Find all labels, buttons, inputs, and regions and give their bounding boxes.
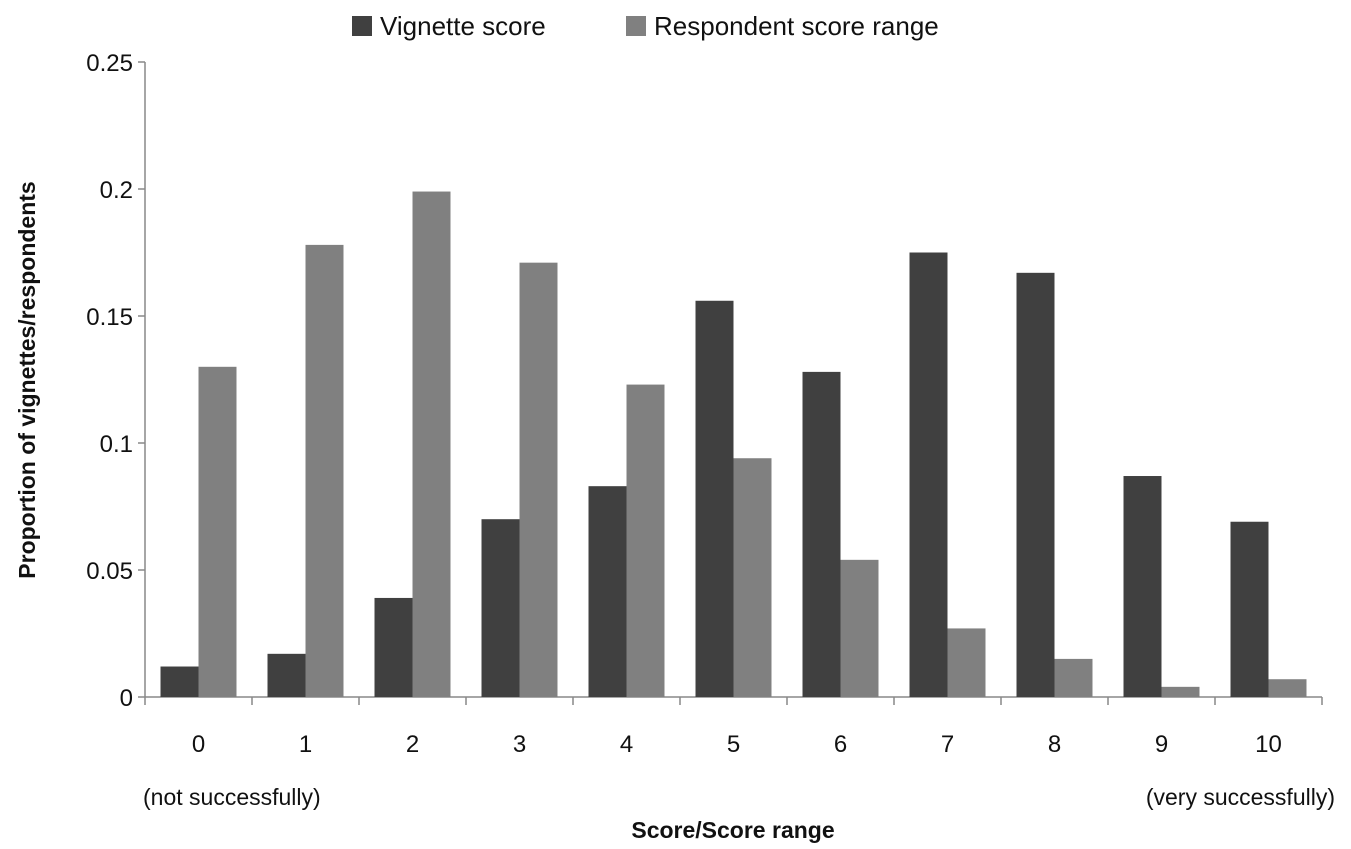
x-axis-ticks: 0 1 2 3 4 5 6 7 8 9 10 bbox=[144, 697, 1323, 758]
x-tick-label: 2 bbox=[406, 731, 419, 758]
bar-respondent-score-range-3 bbox=[519, 262, 558, 697]
bar-vignette-score-2 bbox=[374, 597, 413, 697]
bar-respondent-score-range-0 bbox=[198, 366, 237, 697]
x-tick-label: 6 bbox=[834, 731, 847, 758]
bar-respondent-score-range-1 bbox=[305, 244, 344, 697]
bar-vignette-score-5 bbox=[695, 300, 734, 697]
bar-vignette-score-9 bbox=[1123, 476, 1162, 697]
bar-respondent-score-range-9 bbox=[1161, 686, 1200, 697]
x-axis-title: Score/Score range bbox=[631, 817, 834, 843]
bar-respondent-score-range-5 bbox=[733, 458, 772, 697]
annotation-very-successfully: (very successfully) bbox=[1146, 784, 1335, 810]
bar-respondent-score-range-6 bbox=[840, 559, 879, 697]
y-tick-label: 0.1 bbox=[100, 431, 133, 458]
x-tick-label: 10 bbox=[1255, 731, 1282, 758]
bar-vignette-score-7 bbox=[909, 252, 948, 697]
bar-vignette-score-0 bbox=[160, 666, 199, 697]
x-tick-label: 9 bbox=[1155, 731, 1168, 758]
y-axis-title: Proportion of vignettes/respondents bbox=[14, 181, 40, 578]
y-axis-ticks: 0 0.05 0.1 0.15 0.2 0.25 bbox=[86, 50, 145, 712]
y-tick-label: 0 bbox=[120, 685, 133, 712]
x-tick-label: 1 bbox=[299, 731, 312, 758]
x-tick-label: 0 bbox=[192, 731, 205, 758]
bar-respondent-score-range-2 bbox=[412, 191, 451, 698]
bar-respondent-score-range-10 bbox=[1268, 679, 1307, 697]
bar-vignette-score-4 bbox=[588, 486, 627, 697]
y-tick-label: 0.25 bbox=[86, 50, 133, 77]
bar-vignette-score-3 bbox=[481, 519, 520, 697]
x-tick-label: 8 bbox=[1048, 731, 1061, 758]
x-tick-label: 4 bbox=[620, 731, 633, 758]
bar-vignette-score-10 bbox=[1230, 521, 1269, 697]
bar-vignette-score-6 bbox=[802, 371, 841, 697]
legend-swatch-respondent-score-range bbox=[626, 16, 646, 36]
legend-label-vignette-score: Vignette score bbox=[380, 11, 546, 41]
bar-respondent-score-range-4 bbox=[626, 384, 665, 697]
legend-label-respondent-score-range: Respondent score range bbox=[654, 11, 939, 41]
bar-respondent-score-range-8 bbox=[1054, 658, 1093, 697]
annotation-not-successfully: (not successfully) bbox=[143, 784, 321, 810]
legend: Vignette score Respondent score range bbox=[352, 11, 939, 41]
bars bbox=[160, 191, 1307, 698]
legend-swatch-vignette-score bbox=[352, 16, 372, 36]
x-tick-label: 5 bbox=[727, 731, 740, 758]
x-tick-label: 7 bbox=[941, 731, 954, 758]
bar-respondent-score-range-7 bbox=[947, 628, 986, 697]
bar-vignette-score-8 bbox=[1016, 272, 1055, 697]
y-tick-label: 0.15 bbox=[86, 304, 133, 331]
y-tick-label: 0.05 bbox=[86, 558, 133, 585]
x-tick-label: 3 bbox=[513, 731, 526, 758]
y-tick-label: 0.2 bbox=[100, 177, 133, 204]
bar-vignette-score-1 bbox=[267, 653, 306, 697]
